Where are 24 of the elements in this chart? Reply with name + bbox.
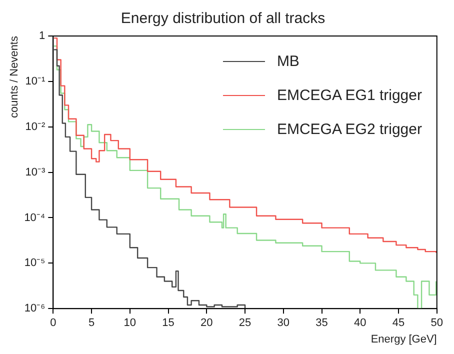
chart-title: Energy distribution of all tracks — [120, 10, 326, 28]
x-tick-label: 25 — [238, 317, 252, 330]
y-tick-label: 10⁻³ — [25, 166, 46, 178]
x-tick-label: 5 — [88, 317, 95, 330]
x-tick-label: 10 — [124, 317, 136, 330]
x-tick-label: 20 — [200, 317, 213, 330]
x-tick-label: 0 — [50, 317, 56, 330]
legend-label: EMCEGA EG2 trigger — [276, 120, 422, 138]
x-axis-title: Energy [GeV] — [370, 333, 437, 346]
x-tick-label: 15 — [162, 317, 174, 330]
y-tick-label: 1 — [39, 30, 46, 42]
x-tick-label: 35 — [316, 317, 328, 330]
y-tick-label: 10⁻² — [25, 120, 46, 133]
y-tick-label: 10⁻⁴ — [24, 212, 46, 224]
legend-label: EMCEGA EG1 trigger — [276, 86, 422, 104]
y-axis-title: counts / Nevents — [8, 36, 21, 118]
x-tick-label: 45 — [392, 317, 405, 330]
y-tick-label: 10⁻⁶ — [24, 302, 46, 315]
legend-label: MB — [276, 52, 300, 70]
x-tick-label: 50 — [430, 317, 444, 330]
y-tick-label: 10⁻¹ — [25, 75, 46, 88]
y-tick-label: 10⁻⁵ — [24, 257, 46, 270]
x-tick-label: 40 — [354, 317, 366, 330]
x-tick-label: 30 — [277, 317, 290, 330]
